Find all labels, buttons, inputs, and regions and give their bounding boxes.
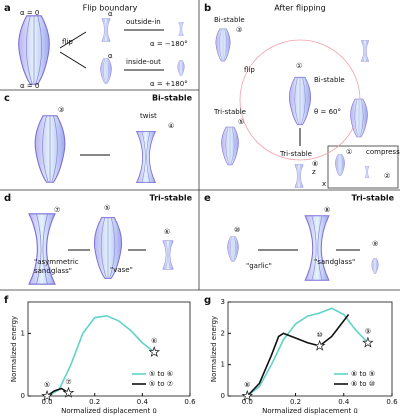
label: flip (62, 38, 73, 46)
arrows (59, 29, 360, 251)
label: Bi-stable (314, 76, 345, 84)
label: α = 0 (20, 9, 39, 17)
label: Tri-stable (213, 108, 246, 116)
state-star (313, 339, 326, 351)
label: α (108, 52, 113, 60)
x-axis-label: Normalized displacement ū (61, 407, 157, 415)
state-label: ⑨ (365, 328, 371, 336)
state-star (148, 346, 161, 358)
label: ① (346, 148, 352, 156)
panel-label: c (4, 93, 10, 104)
x-tick-label: 0.6 (386, 398, 398, 406)
y-tick-label: 0 (221, 392, 225, 400)
label: "vase" (110, 266, 133, 274)
label: ⑤ (238, 118, 244, 126)
panel-label: e (204, 193, 211, 204)
state-star (41, 389, 53, 401)
state-label: ⑧ (244, 381, 250, 389)
series-line (246, 314, 350, 397)
label: ⑤ (104, 204, 110, 212)
legend-label: ⑧ to ⑩ (351, 380, 375, 388)
y-tick-label: 2 (221, 329, 225, 337)
label: ⑥ (164, 228, 170, 236)
x-tick-label: 0.0 (242, 398, 253, 406)
label: ④ (168, 122, 174, 130)
panel-borders (0, 0, 400, 291)
series-line (246, 307, 369, 397)
label: outside-in (126, 18, 161, 26)
label: flip (244, 66, 255, 74)
panel-label: b (204, 3, 211, 14)
label: twist (140, 112, 157, 120)
label: θ = 60° (314, 108, 341, 116)
x-tick-label: 0.4 (338, 398, 350, 406)
label: ⑧ (324, 206, 330, 214)
renders (18, 15, 379, 285)
x-tick-label: 0.0 (41, 398, 52, 406)
panel-title: After flipping (274, 4, 326, 13)
panel-title: Tri-stable (352, 194, 395, 203)
state-label: ⑦ (65, 378, 71, 386)
y-tick-label: 3 (221, 298, 225, 306)
x-tick-label: 0.2 (89, 398, 100, 406)
label: ② (384, 172, 390, 180)
x-axis-label: Normalized displacement ū (262, 407, 358, 415)
panel-label: g (204, 295, 211, 306)
label: α = +180° (150, 80, 188, 88)
label: "garlic" (246, 262, 272, 270)
state-star (362, 336, 374, 348)
label: ③ (236, 26, 242, 34)
legend-label: ⑤ to ⑥ (149, 370, 173, 378)
label: α = −180° (150, 40, 188, 48)
series-line (46, 314, 155, 397)
state-star (241, 389, 254, 401)
label: x (322, 180, 326, 188)
panel-label: d (4, 193, 11, 204)
y-axis-label: Normalized energy (10, 316, 18, 382)
y-tick-label: 1 (221, 361, 225, 369)
y-tick-label: 0 (21, 392, 25, 400)
panel-title: Bi-stable (152, 94, 193, 103)
label: inside-out (126, 58, 161, 66)
label: ⑦ (54, 206, 60, 214)
panel-label: f (4, 295, 9, 306)
label: ⑨ (372, 240, 378, 248)
label: α = 0 (20, 82, 39, 90)
label: ⑧ (312, 160, 318, 168)
label: α (108, 10, 113, 18)
x-tick-label: 0.6 (184, 398, 196, 406)
panel-title: Tri-stable (150, 194, 193, 203)
state-star (62, 386, 75, 398)
label: "sandglass" (314, 258, 355, 266)
legend-label: ⑤ to ⑦ (149, 380, 173, 388)
plot-frame (27, 301, 191, 397)
state-label: ⑩ (317, 331, 323, 339)
panel-label: a (4, 3, 11, 14)
legend-label: ⑧ to ⑨ (351, 370, 375, 378)
label: ③ (58, 106, 64, 114)
y-axis-label: Normalized energy (210, 316, 218, 382)
label: compress (366, 148, 400, 156)
label: ⑩ (234, 226, 240, 234)
y-tick-label: 1 (21, 329, 25, 337)
label: "asymmetric (34, 258, 79, 266)
panel-title: Flip boundary (83, 4, 138, 13)
label: sandglass" (34, 267, 72, 275)
state-label: ⑤ (44, 381, 50, 389)
plot-frame (227, 301, 393, 397)
label: Bi-stable (214, 16, 245, 24)
state-label: ⑥ (151, 337, 157, 345)
label: ① (296, 62, 302, 70)
series-line (46, 387, 69, 397)
label: Tri-stable (279, 150, 312, 158)
x-tick-label: 0.2 (290, 398, 301, 406)
x-tick-label: 0.4 (137, 398, 149, 406)
panel-texts: a Flip boundary α = 0 α = 0 flip outside… (4, 3, 400, 275)
label: z (312, 168, 316, 176)
